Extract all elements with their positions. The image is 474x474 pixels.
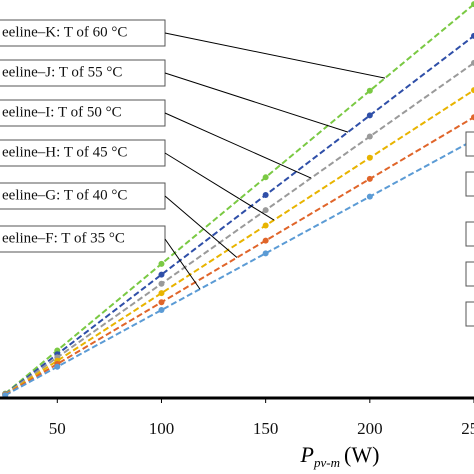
plot [2, 1, 474, 399]
point [262, 237, 269, 244]
point [158, 290, 165, 297]
point [471, 32, 474, 39]
series-line [4, 139, 474, 397]
point [471, 87, 474, 94]
annotation-box [0, 139, 166, 167]
leader-line [164, 112, 312, 179]
x-axis-unit: (W) [344, 442, 379, 467]
x-tick-label: 100 [149, 419, 175, 438]
point [471, 59, 474, 66]
annotation-label: eeline–J: T of 55 °C [2, 64, 122, 80]
point [262, 207, 269, 214]
point [158, 260, 165, 267]
point [366, 87, 373, 94]
annotation-label: eeline–H: T of 45 °C [2, 144, 127, 160]
series-line [4, 62, 474, 396]
point [366, 133, 373, 140]
x-tick-label: 250 [461, 419, 474, 438]
leader-line [164, 72, 349, 133]
x-axis-label: Ppv-m [300, 442, 340, 470]
series-line [4, 3, 474, 395]
x-tick-label: 150 [253, 419, 279, 438]
point [366, 154, 373, 161]
point [158, 299, 165, 306]
point [366, 175, 373, 182]
point [158, 271, 165, 278]
point [158, 307, 165, 314]
point [366, 112, 373, 119]
annotation-box [0, 19, 166, 47]
point [471, 1, 474, 8]
point [471, 114, 474, 121]
point [366, 193, 373, 200]
point [262, 174, 269, 181]
x-tick-label: 50 [49, 419, 66, 438]
leader-line [164, 238, 201, 290]
series-line [4, 89, 474, 396]
annotation-label: eeline–K: T of 60 °C [2, 24, 127, 40]
point [262, 250, 269, 257]
series-line [4, 35, 474, 395]
annotation-label: eeline–F: T of 35 °C [2, 230, 125, 246]
leader-line [164, 195, 238, 258]
annotation-box [0, 225, 166, 253]
point [54, 363, 61, 370]
x-tick-label: 200 [357, 419, 383, 438]
point [262, 222, 269, 229]
series-line [4, 116, 474, 396]
leader-line [164, 152, 275, 221]
annotation-box [0, 99, 166, 127]
annotation-label: eeline–G: T of 40 °C [2, 187, 127, 203]
right-boxes [465, 131, 474, 327]
leader-line [164, 32, 386, 79]
point [158, 280, 165, 287]
point [262, 192, 269, 199]
annotation-label: eeline–I: T of 50 °C [2, 104, 122, 120]
